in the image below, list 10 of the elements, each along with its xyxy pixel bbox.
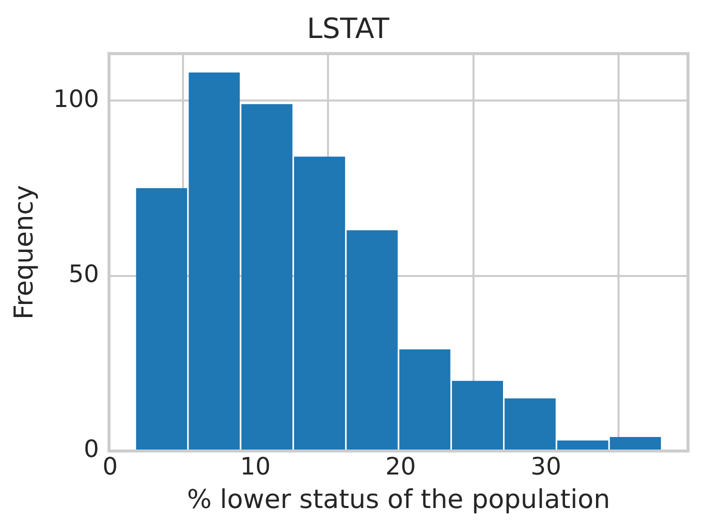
chart-title: LSTAT [306,12,390,46]
x-tick-label: 0 [102,452,118,481]
x-tick-label: 10 [240,452,271,481]
y-tick-label: 0 [84,435,100,464]
x-tick-label: 20 [385,452,416,481]
x-tick-label: 30 [530,452,562,481]
y-tick-label: 50 [68,260,100,288]
y-tick-label: 100 [53,84,100,113]
y-axis-title: Frequency [9,185,40,320]
x-axis-title: % lower status of the population [186,485,610,516]
